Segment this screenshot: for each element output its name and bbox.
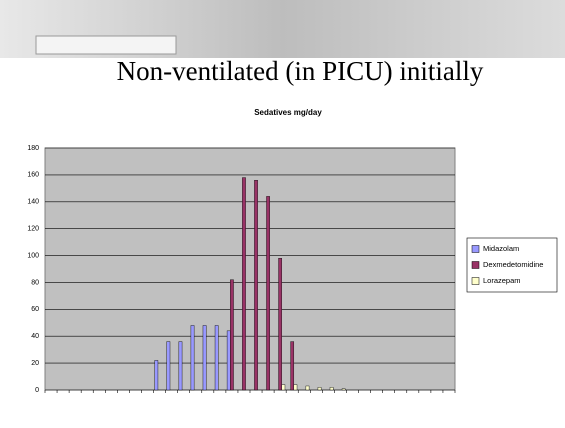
bar bbox=[330, 387, 333, 390]
bar bbox=[266, 196, 269, 390]
y-tick-label: 20 bbox=[31, 360, 39, 367]
slide-title: Non-ventilated (in PICU) initially bbox=[117, 56, 484, 86]
bar bbox=[179, 342, 182, 390]
y-tick-label: 160 bbox=[27, 172, 39, 179]
legend-swatch bbox=[472, 262, 479, 269]
bar bbox=[254, 180, 257, 390]
legend-swatch bbox=[472, 246, 479, 253]
bar bbox=[155, 360, 158, 390]
y-tick-label: 120 bbox=[27, 226, 39, 233]
y-tick-label: 100 bbox=[27, 252, 39, 259]
legend-label: Dexmedetomidine bbox=[483, 260, 543, 269]
bar bbox=[282, 385, 285, 390]
bar bbox=[318, 387, 321, 390]
header-box bbox=[36, 36, 176, 54]
legend-swatch bbox=[472, 278, 479, 285]
y-tick-label: 80 bbox=[31, 279, 39, 286]
bar bbox=[306, 386, 309, 390]
y-tick-label: 0 bbox=[35, 387, 39, 394]
chart: Non-ventilated (in PICU) initially Sedat… bbox=[0, 0, 565, 428]
bar bbox=[294, 385, 297, 390]
slide: Non-ventilated (in PICU) initially Sedat… bbox=[0, 0, 565, 428]
y-tick-label: 60 bbox=[31, 306, 39, 313]
bar bbox=[279, 258, 282, 390]
bar bbox=[291, 342, 294, 390]
y-tick-label: 40 bbox=[31, 333, 39, 340]
bar bbox=[342, 389, 345, 390]
bar bbox=[242, 178, 245, 390]
y-tick-label: 140 bbox=[27, 199, 39, 206]
y-tick-label: 180 bbox=[27, 145, 39, 152]
plot-area bbox=[45, 148, 455, 390]
legend-label: Midazolam bbox=[483, 244, 519, 253]
bar bbox=[191, 325, 194, 390]
bar bbox=[227, 331, 230, 390]
bar bbox=[203, 325, 206, 390]
chart-title: Sedatives mg/day bbox=[254, 108, 322, 117]
bar bbox=[215, 325, 218, 390]
legend-label: Lorazepam bbox=[483, 276, 521, 285]
bar bbox=[230, 280, 233, 390]
bar bbox=[167, 342, 170, 390]
